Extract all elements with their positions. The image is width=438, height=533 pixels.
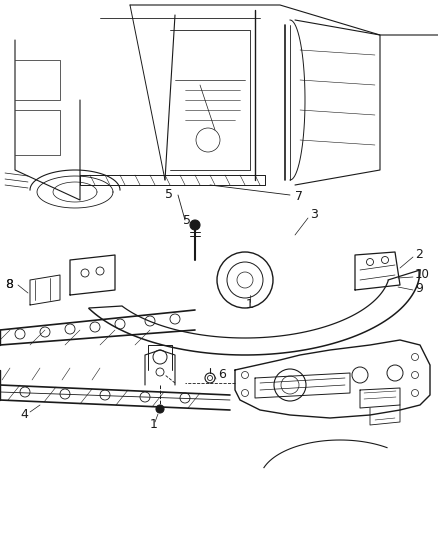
Circle shape — [190, 220, 200, 230]
Text: 8: 8 — [5, 279, 13, 292]
Text: 5: 5 — [183, 214, 191, 227]
Text: 6: 6 — [218, 368, 226, 382]
Text: 10: 10 — [415, 269, 430, 281]
Text: 2: 2 — [415, 248, 423, 262]
Text: 9: 9 — [415, 281, 423, 295]
Text: 8: 8 — [5, 279, 13, 292]
Text: 3: 3 — [310, 208, 318, 222]
Text: 5: 5 — [165, 189, 173, 201]
Text: 1: 1 — [150, 418, 158, 432]
Text: 7: 7 — [295, 190, 303, 204]
Text: 1: 1 — [246, 298, 254, 311]
Text: 4: 4 — [20, 408, 28, 422]
Circle shape — [156, 405, 164, 413]
